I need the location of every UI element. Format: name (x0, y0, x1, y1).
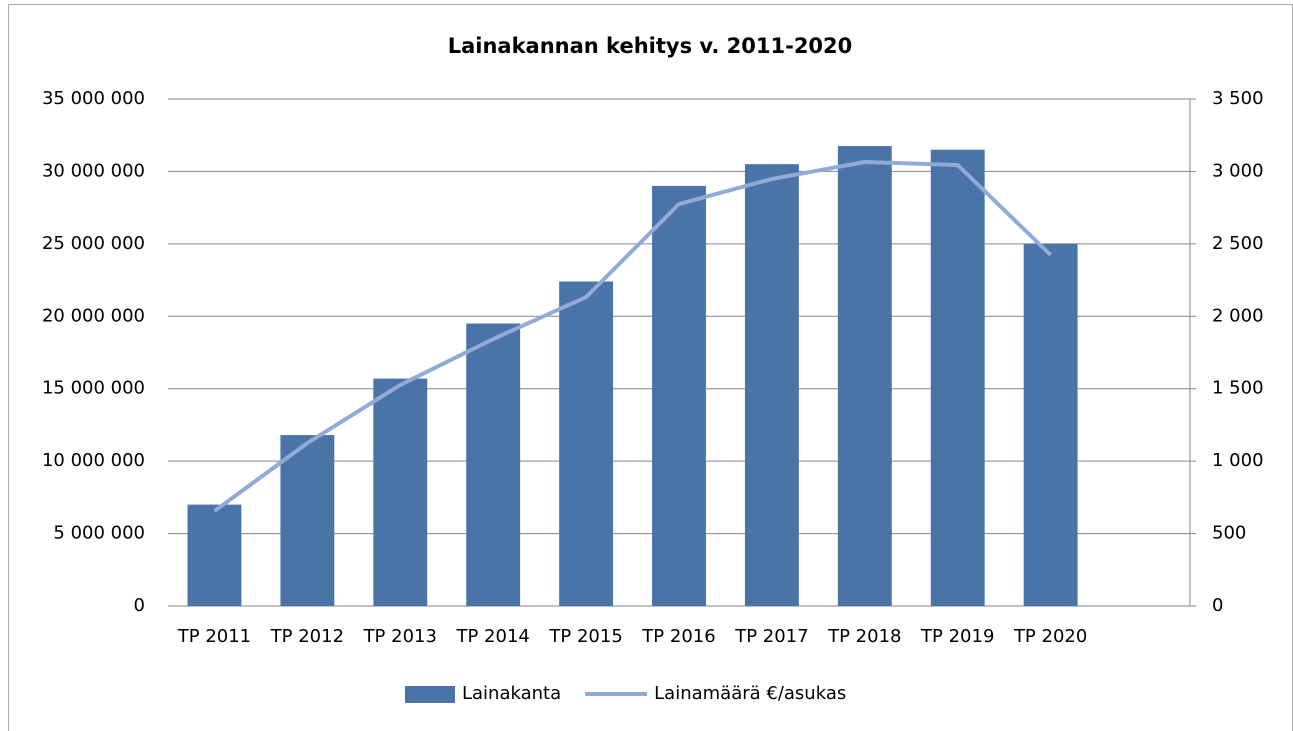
x-tick-label: TP 2018 (827, 626, 901, 647)
bar (187, 504, 242, 606)
chart-title: Lainakannan kehitys v. 2011-2020 (448, 34, 853, 58)
x-tick-label: TP 2016 (641, 626, 715, 647)
x-tick-label: TP 2017 (734, 626, 808, 647)
y2-tick-label: 3 500 (1212, 88, 1264, 109)
x-tick-label: TP 2014 (455, 626, 529, 647)
legend-label: Lainakanta (462, 683, 561, 704)
y-tick-label: 20 000 000 (42, 305, 145, 326)
x-tick-label: TP 2013 (363, 626, 437, 647)
y-tick-label: 15 000 000 (42, 378, 145, 399)
x-tick-label: TP 2019 (920, 626, 994, 647)
bar (930, 149, 985, 606)
y-tick-label: 10 000 000 (42, 450, 145, 471)
chart-frame (8, 4, 1293, 731)
y2-tick-label: 3 000 (1212, 160, 1264, 181)
bar (559, 281, 614, 606)
bar (466, 323, 521, 606)
y-tick-label: 5 000 000 (53, 523, 145, 544)
bar (744, 164, 799, 606)
y-tick-label: 0 (134, 595, 145, 616)
legend-swatch (405, 686, 455, 703)
y-tick-label: 35 000 000 (42, 88, 145, 109)
y2-tick-label: 2 000 (1212, 305, 1264, 326)
line (213, 160, 1053, 513)
y2-tick-label: 500 (1212, 523, 1246, 544)
y-tick-label: 30 000 000 (42, 160, 145, 181)
y-tick-label: 25 000 000 (42, 233, 145, 254)
x-tick-label: TP 2015 (548, 626, 622, 647)
x-tick-label: TP 2020 (1013, 626, 1087, 647)
y2-tick-label: 0 (1212, 595, 1223, 616)
bar (373, 378, 428, 606)
legend-label: Lainamäärä €/asukas (654, 683, 846, 704)
bar (1023, 243, 1078, 606)
x-tick-label: TP 2011 (177, 626, 251, 647)
x-tick-label: TP 2012 (270, 626, 344, 647)
bar (837, 146, 892, 607)
y2-tick-label: 1 500 (1212, 378, 1264, 399)
y2-tick-label: 1 000 (1212, 450, 1264, 471)
y2-tick-label: 2 500 (1212, 233, 1264, 254)
bar (652, 185, 706, 606)
bar (280, 435, 335, 606)
